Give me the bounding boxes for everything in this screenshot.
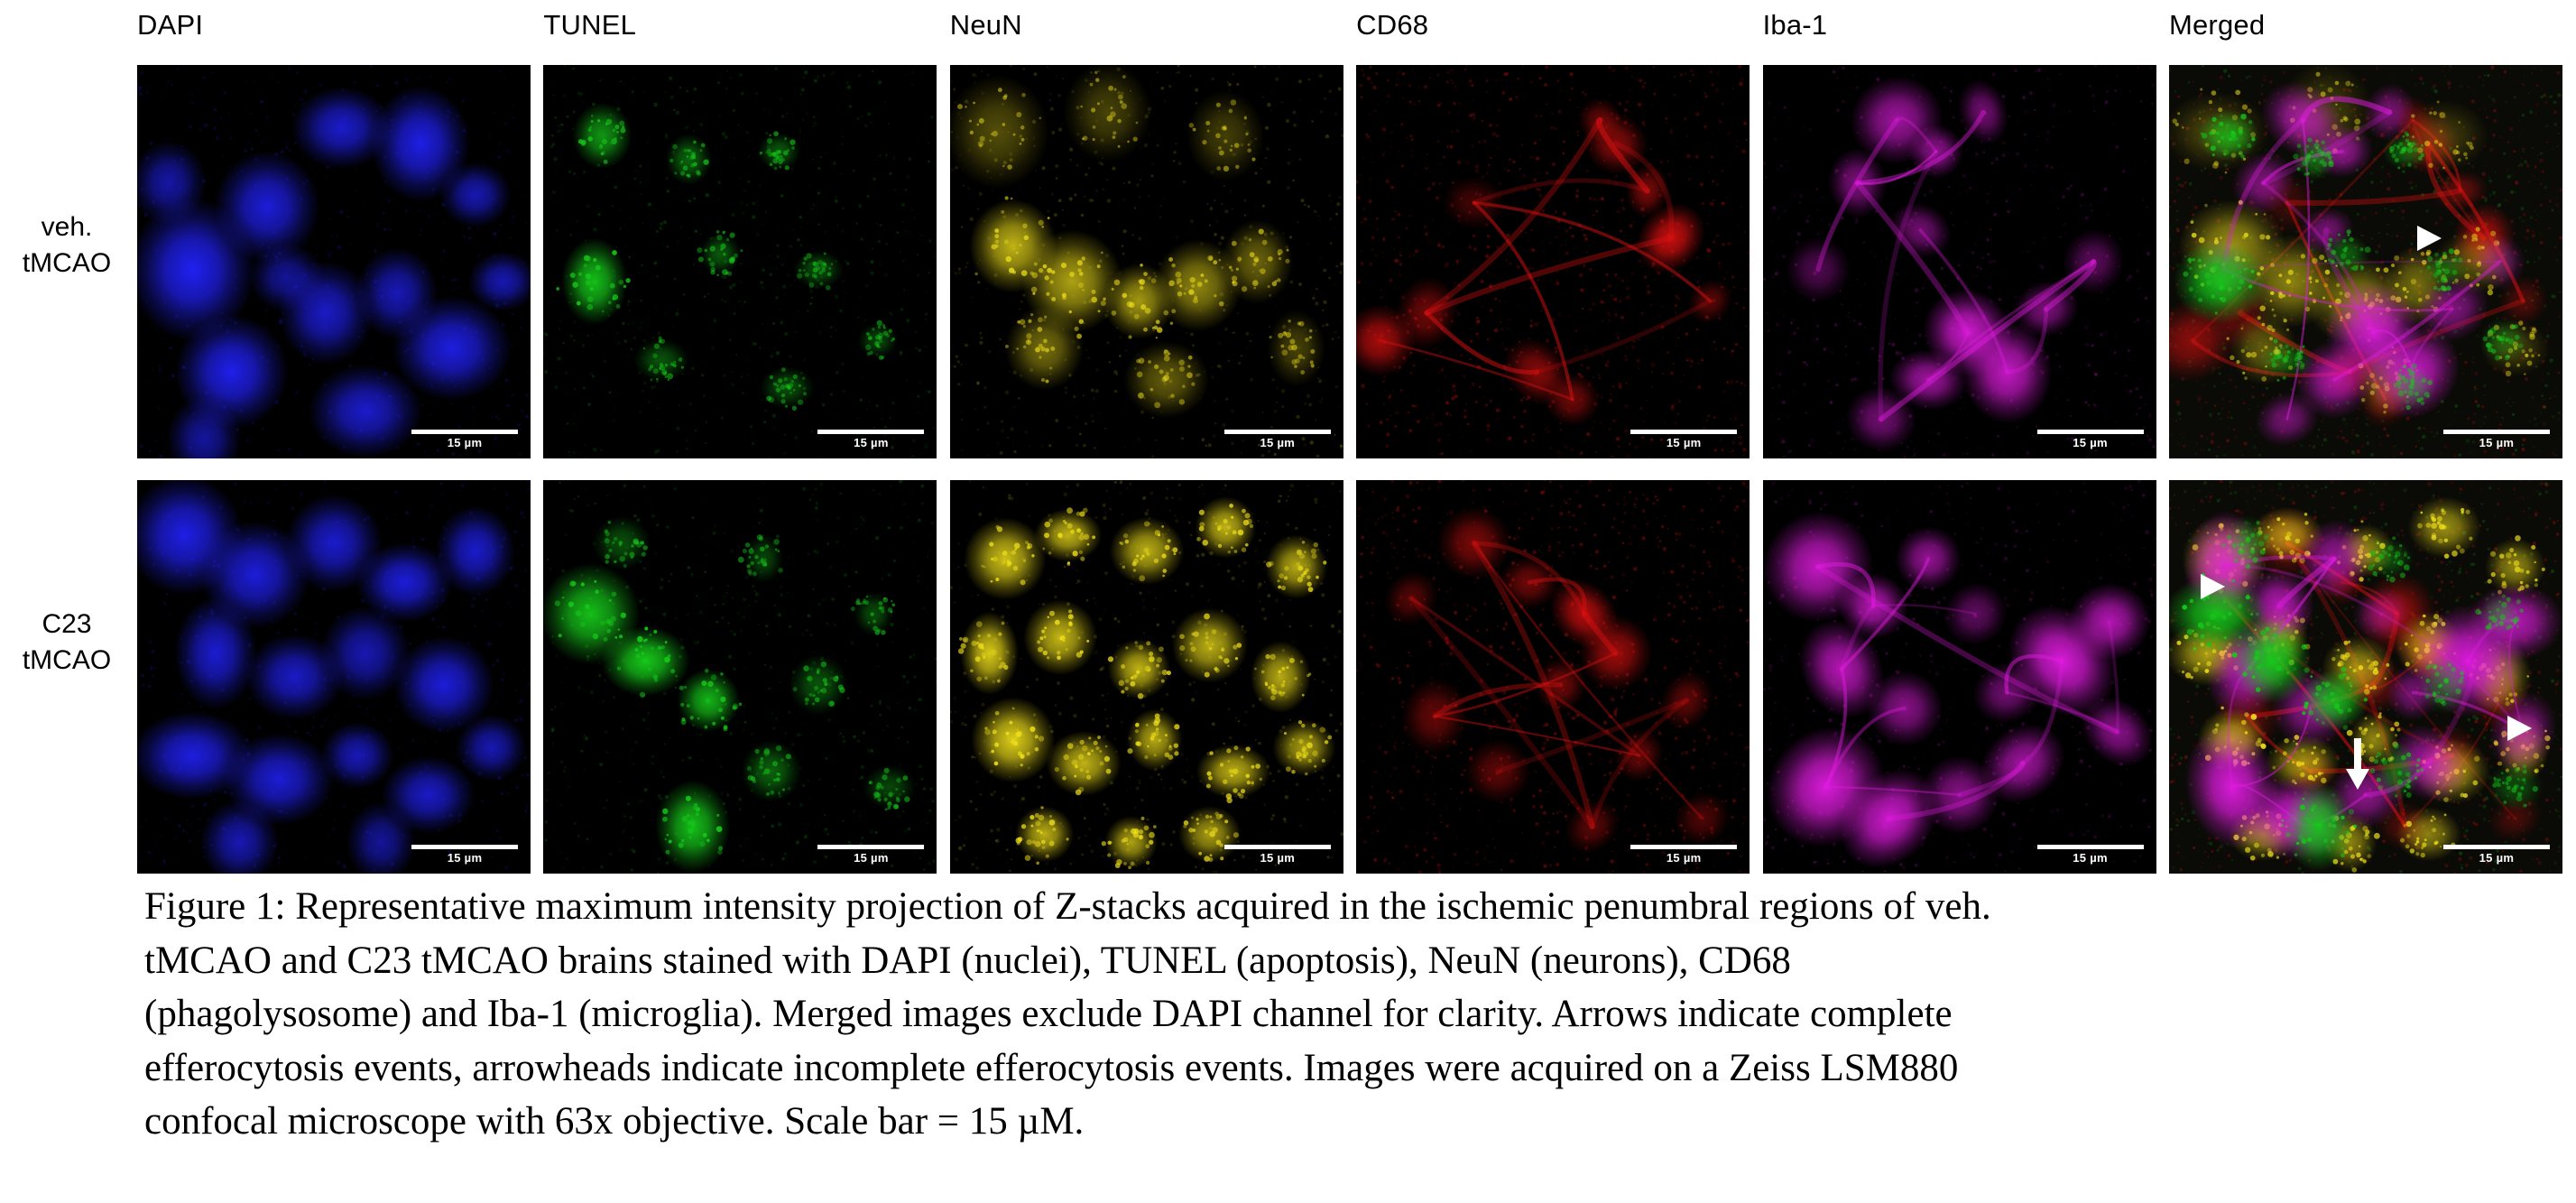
panel-image xyxy=(543,65,937,458)
column-header-dapi: DAPI xyxy=(137,9,204,41)
panel-neun-veh-tmcao: 15 µm xyxy=(949,65,1343,458)
panel-image xyxy=(1356,480,1750,874)
scale-bar-label: 15 µm xyxy=(1666,436,1702,449)
panel-row-veh-tmcao: 15 µm 15 µm 15 µm 15 µm 15 µm 15 µm xyxy=(137,65,2562,458)
scale-bar: 15 µm xyxy=(2442,845,2550,865)
scale-bar-line xyxy=(411,430,518,434)
scale-bar: 15 µm xyxy=(2036,845,2144,865)
scale-bar-label: 15 µm xyxy=(854,851,889,865)
caption-line-4: efferocytosis events, arrowheads indicat… xyxy=(144,1046,1959,1089)
row-label-c23-tmcao: C23 tMCAO xyxy=(0,606,134,679)
scale-bar-label: 15 µm xyxy=(1260,851,1296,865)
scale-bar-label: 15 µm xyxy=(854,436,889,449)
panel-image xyxy=(1356,65,1750,458)
row-label-veh-line1: veh. xyxy=(41,212,93,242)
panel-image xyxy=(137,65,531,458)
scale-bar: 15 µm xyxy=(1223,845,1331,865)
row-label-c23-line1: C23 xyxy=(42,609,92,639)
scale-bar-line xyxy=(1223,845,1331,849)
micrograph-panels: 15 µm 15 µm 15 µm 15 µm 15 µm 15 µm 15 µm 15 µ… xyxy=(137,65,2562,874)
scale-bar-label: 15 µm xyxy=(2073,851,2108,865)
panel-image xyxy=(2168,480,2562,874)
scale-bar-line xyxy=(2036,845,2144,849)
scale-bar-line xyxy=(2442,430,2550,434)
panel-image xyxy=(543,480,937,874)
scale-bar-line xyxy=(2442,845,2550,849)
scale-bar: 15 µm xyxy=(1630,845,1738,865)
panel-image xyxy=(949,65,1343,458)
scale-bar-line xyxy=(817,430,925,434)
scale-bar-label: 15 µm xyxy=(2073,436,2108,449)
row-label-c23-line2: tMCAO xyxy=(22,645,112,675)
panel-image xyxy=(2168,65,2562,458)
figure-caption: Figure 1: Representative maximum intensi… xyxy=(144,880,2544,1149)
scale-bar: 15 µm xyxy=(1630,430,1738,449)
panel-merged-veh-tmcao: 15 µm xyxy=(2168,65,2562,458)
caption-line-2: tMCAO and C23 tMCAO brains stained with … xyxy=(144,939,1791,982)
panel-row-c23-tmcao: 15 µm 15 µm 15 µm 15 µm 15 µm 15 µm xyxy=(137,480,2562,874)
panel-neun-c23-tmcao: 15 µm xyxy=(949,480,1343,874)
row-label-veh-tmcao: veh. tMCAO xyxy=(0,209,134,282)
panel-cd68-c23-tmcao: 15 µm xyxy=(1356,480,1750,874)
scale-bar: 15 µm xyxy=(1223,430,1331,449)
scale-bar: 15 µm xyxy=(817,430,925,449)
scale-bar-line xyxy=(411,845,518,849)
scale-bar-label: 15 µm xyxy=(2479,436,2515,449)
column-header-iba1: Iba-1 xyxy=(1762,9,1828,41)
column-header-merged: Merged xyxy=(2168,9,2266,41)
caption-line-3: (phagolysosome) and Iba-1 (microglia). M… xyxy=(144,993,1953,1035)
panel-merged-c23-tmcao: 15 µm xyxy=(2168,480,2562,874)
panel-image xyxy=(137,480,531,874)
panel-iba1-veh-tmcao: 15 µm xyxy=(1762,65,2156,458)
scale-bar-label: 15 µm xyxy=(447,436,483,449)
scale-bar: 15 µm xyxy=(817,845,925,865)
scale-bar: 15 µm xyxy=(2036,430,2144,449)
panel-iba1-c23-tmcao: 15 µm xyxy=(1762,480,2156,874)
panel-cd68-veh-tmcao: 15 µm xyxy=(1356,65,1750,458)
scale-bar: 15 µm xyxy=(411,845,518,865)
scale-bar-line xyxy=(1630,845,1738,849)
caption-line-1: Figure 1: Representative maximum intensi… xyxy=(144,885,1991,928)
scale-bar-line xyxy=(817,845,925,849)
panel-tunel-veh-tmcao: 15 µm xyxy=(543,65,937,458)
panel-tunel-c23-tmcao: 15 µm xyxy=(543,480,937,874)
column-header-row: DAPI TUNEL NeuN CD68 Iba-1 Merged xyxy=(137,5,2562,51)
panel-dapi-c23-tmcao: 15 µm xyxy=(137,480,531,874)
column-header-cd68: CD68 xyxy=(1356,9,1429,41)
scale-bar-label: 15 µm xyxy=(2479,851,2515,865)
scale-bar-label: 15 µm xyxy=(1666,851,1702,865)
row-label-veh-line2: tMCAO xyxy=(22,248,112,278)
scale-bar-line xyxy=(1630,430,1738,434)
panel-image xyxy=(949,480,1343,874)
figure-panel-grid: DAPI TUNEL NeuN CD68 Iba-1 Merged veh. t… xyxy=(0,5,2562,874)
scale-bar-label: 15 µm xyxy=(447,851,483,865)
column-header-tunel: TUNEL xyxy=(543,9,637,41)
row-label-column: veh. tMCAO C23 tMCAO xyxy=(0,65,134,874)
caption-line-5: confocal microscope with 63x objective. … xyxy=(144,1100,1085,1143)
panel-dapi-veh-tmcao: 15 µm xyxy=(137,65,531,458)
scale-bar: 15 µm xyxy=(411,430,518,449)
scale-bar-line xyxy=(2036,430,2144,434)
panel-image xyxy=(1762,480,2156,874)
scale-bar-label: 15 µm xyxy=(1260,436,1296,449)
column-header-neun: NeuN xyxy=(949,9,1022,41)
scale-bar-line xyxy=(1223,430,1331,434)
panel-image xyxy=(1762,65,2156,458)
scale-bar: 15 µm xyxy=(2442,430,2550,449)
